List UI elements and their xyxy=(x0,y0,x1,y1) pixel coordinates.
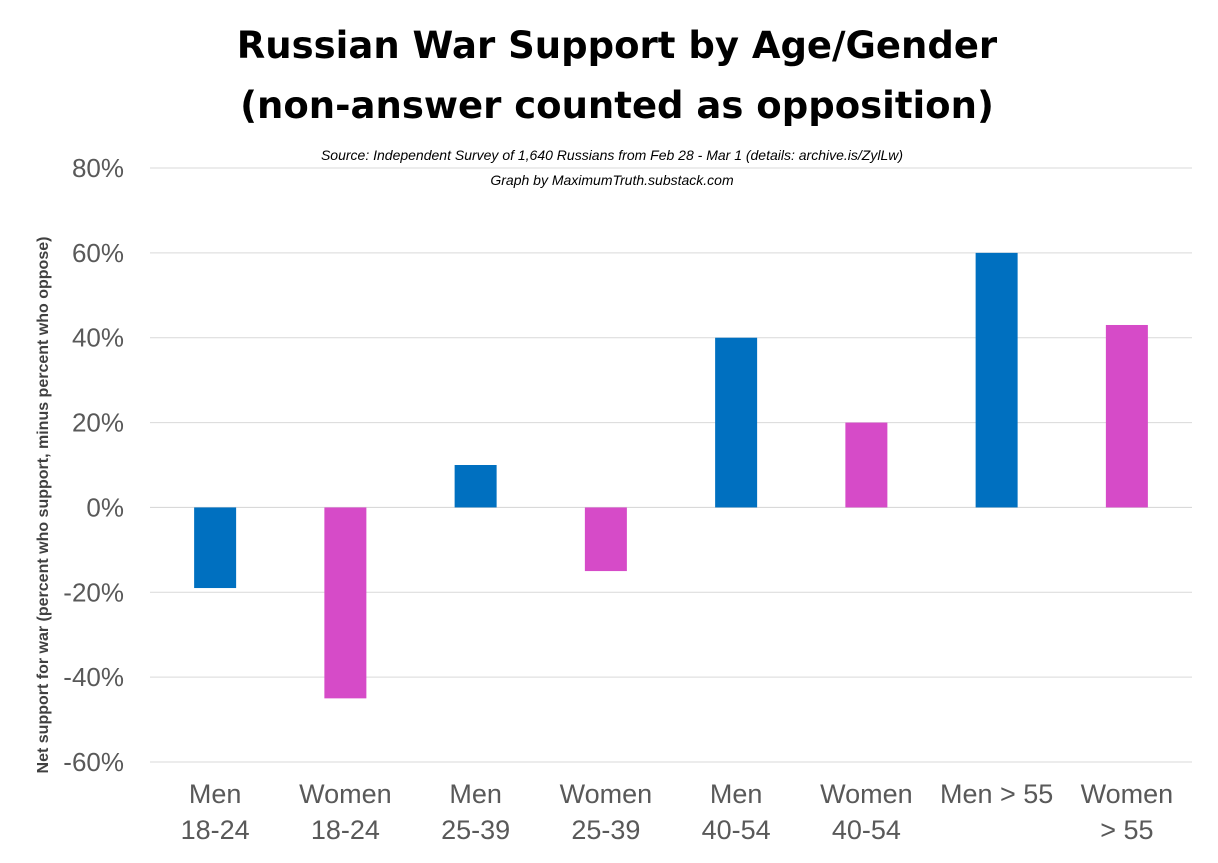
bar xyxy=(194,507,237,589)
x-tick-label: 18-24 xyxy=(181,815,250,845)
x-tick-label: Women xyxy=(299,779,392,809)
chart-title-line-1: Russian War Support by Age/Gender xyxy=(237,24,998,67)
chart-credit-line: Graph by MaximumTruth.substack.com xyxy=(490,172,734,188)
y-axis-ticks: 80% 60% 40% 20% 0% -20% -40% -60% xyxy=(63,153,124,777)
x-tick-label: Men xyxy=(710,779,763,809)
bars xyxy=(194,252,1148,699)
bar xyxy=(975,252,1018,508)
y-tick-label: 0% xyxy=(86,492,124,522)
chart-source-line: Source: Independent Survey of 1,640 Russ… xyxy=(321,147,903,163)
x-tick-label: 40-54 xyxy=(832,815,901,845)
x-tick-label: 25-39 xyxy=(441,815,510,845)
bar xyxy=(324,507,367,699)
x-tick-label: 25-39 xyxy=(571,815,640,845)
y-tick-label: -60% xyxy=(63,747,124,777)
bar xyxy=(454,465,497,508)
x-tick-label: 18-24 xyxy=(311,815,380,845)
chart-title-line-2: (non-answer counted as opposition) xyxy=(240,84,994,127)
bar xyxy=(584,507,627,572)
y-tick-label: -40% xyxy=(63,662,124,692)
bar xyxy=(715,337,758,508)
gridlines xyxy=(150,167,1192,763)
x-tick-label: Women xyxy=(820,779,913,809)
x-tick-label: Men > 55 xyxy=(940,779,1053,809)
bar xyxy=(845,422,888,508)
y-tick-label: 20% xyxy=(72,408,124,438)
x-tick-label: 40-54 xyxy=(702,815,771,845)
y-tick-label: 80% xyxy=(72,153,124,183)
y-axis-label: Net support for war (percent who support… xyxy=(35,237,52,774)
y-tick-label: 40% xyxy=(72,323,124,353)
x-tick-label: Women xyxy=(560,779,653,809)
x-tick-label: Women xyxy=(1081,779,1174,809)
bar xyxy=(1105,324,1148,508)
x-tick-label: Men xyxy=(449,779,502,809)
y-tick-label: 60% xyxy=(72,238,124,268)
x-tick-label: > 55 xyxy=(1100,815,1153,845)
x-tick-label: Men xyxy=(189,779,242,809)
x-axis-ticks: Men 18-24 Women 18-24 Men 25-39 Women 25-39 Men 4… xyxy=(181,779,1174,845)
y-tick-label: -20% xyxy=(63,577,124,607)
